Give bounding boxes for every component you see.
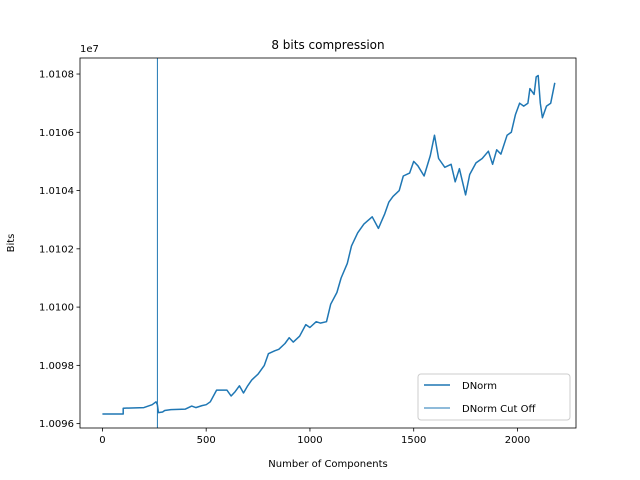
x-tick-label: 0: [99, 435, 105, 446]
x-tick-label: 1500: [401, 435, 426, 446]
y-tick-label: 1.0104: [39, 186, 74, 197]
y-axis-label: Bits: [6, 234, 17, 253]
x-tick-label: 2000: [505, 435, 530, 446]
legend-box: [417, 373, 571, 421]
y-tick-label: 1.0100: [39, 303, 74, 314]
plot-area: [102, 58, 556, 428]
y-tick-label: 1.0106: [39, 128, 74, 139]
y-offset-label: 1e7: [80, 44, 99, 55]
y-tick-label: 1.0102: [39, 244, 74, 255]
y-axis: 1.0096 1.0098 1.0100 1.0102 1.0104 1.0106 1.01…: [39, 70, 80, 430]
x-tick-label: 500: [197, 435, 216, 446]
y-tick-label: 1.0098: [39, 361, 74, 372]
series-line-dnorm: [102, 74, 556, 415]
legend-label-dnorm-cut-off: DNorm Cut Off: [462, 404, 536, 415]
chart-title: 8 bits compression: [271, 38, 384, 52]
axes-frame: [79, 57, 577, 429]
y-tick-label: 1.0108: [39, 70, 74, 81]
x-axis-label: Number of Components: [268, 459, 387, 470]
x-axis: 0 500 1000 1500 2000: [99, 428, 530, 446]
legend: DNorm DNorm Cut Off: [417, 373, 571, 421]
x-tick-label: 1000: [297, 435, 322, 446]
y-tick-label: 1.0096: [39, 419, 74, 430]
legend-label-dnorm: DNorm: [462, 381, 497, 392]
